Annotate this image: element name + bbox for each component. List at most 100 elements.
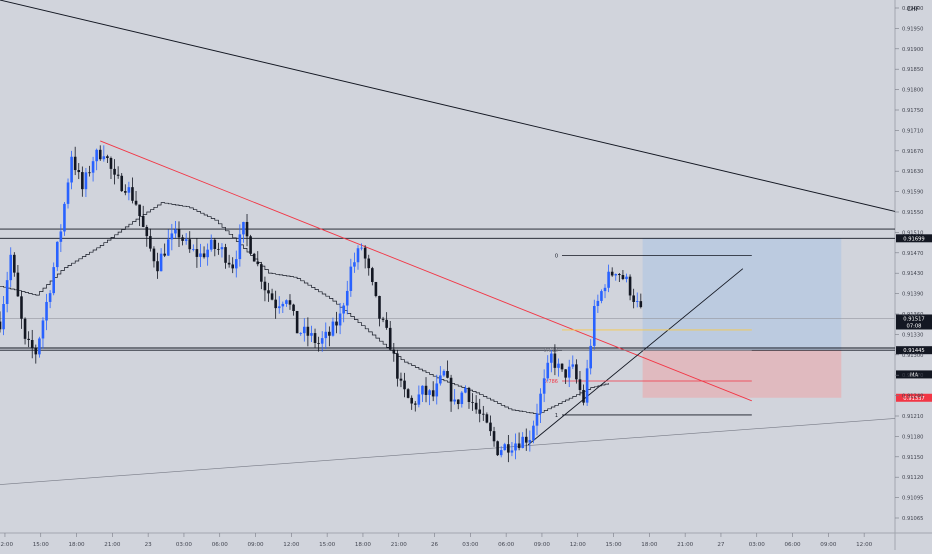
- candle-body[interactable]: [517, 443, 521, 449]
- candle-body[interactable]: [102, 156, 106, 160]
- candle-body[interactable]: [335, 321, 338, 326]
- candle-body[interactable]: [589, 345, 592, 369]
- candle-body[interactable]: [635, 301, 639, 302]
- candle-body[interactable]: [338, 313, 342, 326]
- candle-body[interactable]: [439, 375, 442, 384]
- candle-body[interactable]: [45, 301, 48, 321]
- candle-body[interactable]: [16, 272, 20, 297]
- candle-body[interactable]: [610, 271, 614, 276]
- candle-body[interactable]: [639, 301, 643, 308]
- candle-body[interactable]: [456, 399, 460, 405]
- candle-body[interactable]: [464, 387, 467, 393]
- candle-body[interactable]: [138, 204, 141, 217]
- candle-body[interactable]: [496, 441, 499, 456]
- candle-body[interactable]: [124, 191, 127, 193]
- candle-body[interactable]: [249, 236, 252, 254]
- trendline-ascending-gray[interactable]: [0, 418, 896, 485]
- candle-body[interactable]: [149, 236, 152, 249]
- candle-body[interactable]: [213, 239, 217, 249]
- candle-body[interactable]: [88, 172, 91, 174]
- candle-body[interactable]: [435, 383, 439, 397]
- candle-body[interactable]: [539, 393, 542, 414]
- candle-body[interactable]: [381, 318, 385, 320]
- candle-body[interactable]: [453, 399, 456, 402]
- candle-body[interactable]: [603, 287, 607, 292]
- candle-body[interactable]: [238, 234, 242, 260]
- candle-body[interactable]: [557, 363, 560, 368]
- candle-body[interactable]: [245, 221, 249, 237]
- candle-body[interactable]: [30, 339, 34, 349]
- candle-body[interactable]: [596, 300, 600, 306]
- candle-body[interactable]: [134, 200, 138, 205]
- candle-body[interactable]: [320, 338, 324, 344]
- candle-body[interactable]: [328, 331, 331, 336]
- candle-body[interactable]: [181, 237, 184, 241]
- candle-body[interactable]: [27, 338, 30, 340]
- candle-body[interactable]: [188, 239, 192, 250]
- candle-body[interactable]: [73, 156, 77, 171]
- candle-body[interactable]: [166, 239, 170, 256]
- candle-body[interactable]: [514, 443, 517, 451]
- candle-body[interactable]: [9, 254, 13, 281]
- candle-body[interactable]: [324, 331, 328, 339]
- candle-body[interactable]: [600, 291, 603, 301]
- candle-body[interactable]: [413, 403, 417, 405]
- candle-body[interactable]: [621, 275, 625, 279]
- candle-body[interactable]: [84, 172, 88, 190]
- candle-body[interactable]: [567, 366, 571, 378]
- candle-body[interactable]: [628, 276, 632, 296]
- candle-body[interactable]: [77, 170, 81, 173]
- candle-body[interactable]: [431, 390, 435, 397]
- candle-body[interactable]: [614, 274, 618, 276]
- candle-body[interactable]: [524, 436, 528, 443]
- candle-body[interactable]: [0, 321, 2, 330]
- candle-body[interactable]: [13, 254, 16, 273]
- candle-body[interactable]: [478, 409, 482, 414]
- candle-body[interactable]: [109, 158, 113, 169]
- candle-body[interactable]: [267, 290, 270, 294]
- candle-body[interactable]: [560, 363, 564, 370]
- candle-body[interactable]: [106, 156, 109, 159]
- candle-body[interactable]: [184, 239, 188, 241]
- candle-body[interactable]: [489, 422, 492, 432]
- trendline-descending-black[interactable]: [0, 0, 896, 212]
- candle-body[interactable]: [242, 221, 245, 235]
- candle-body[interactable]: [406, 389, 410, 398]
- candle-body[interactable]: [52, 267, 55, 294]
- candle-body[interactable]: [217, 248, 220, 250]
- candle-body[interactable]: [571, 364, 575, 367]
- candle-body[interactable]: [281, 303, 285, 307]
- candle-body[interactable]: [163, 253, 166, 256]
- candle-body[interactable]: [528, 439, 532, 443]
- candle-body[interactable]: [575, 364, 578, 380]
- candle-body[interactable]: [410, 397, 413, 404]
- position-profit-zone[interactable]: [642, 238, 842, 351]
- candle-body[interactable]: [270, 293, 274, 300]
- moving-average-line[interactable]: [0, 202, 609, 415]
- candle-body[interactable]: [550, 353, 553, 363]
- candle-body[interactable]: [120, 175, 124, 192]
- candle-body[interactable]: [499, 450, 503, 456]
- candle-body[interactable]: [277, 306, 281, 309]
- candle-body[interactable]: [310, 333, 313, 336]
- candle-body[interactable]: [224, 247, 227, 263]
- candle-body[interactable]: [331, 321, 335, 336]
- candle-body[interactable]: [510, 450, 514, 453]
- candle-body[interactable]: [460, 392, 464, 405]
- candle-body[interactable]: [367, 258, 371, 269]
- candle-body[interactable]: [446, 371, 449, 378]
- candle-body[interactable]: [467, 387, 471, 403]
- candle-body[interactable]: [442, 371, 446, 376]
- candle-body[interactable]: [260, 264, 263, 282]
- candle-body[interactable]: [421, 385, 424, 395]
- candle-body[interactable]: [371, 268, 374, 282]
- candle-body[interactable]: [392, 349, 396, 354]
- candle-body[interactable]: [209, 239, 213, 250]
- position-loss-zone[interactable]: [642, 350, 842, 398]
- candle-body[interactable]: [360, 247, 363, 249]
- candle-body[interactable]: [607, 271, 610, 288]
- candle-body[interactable]: [141, 216, 145, 227]
- candle-body[interactable]: [231, 264, 234, 269]
- candle-body[interactable]: [385, 319, 388, 328]
